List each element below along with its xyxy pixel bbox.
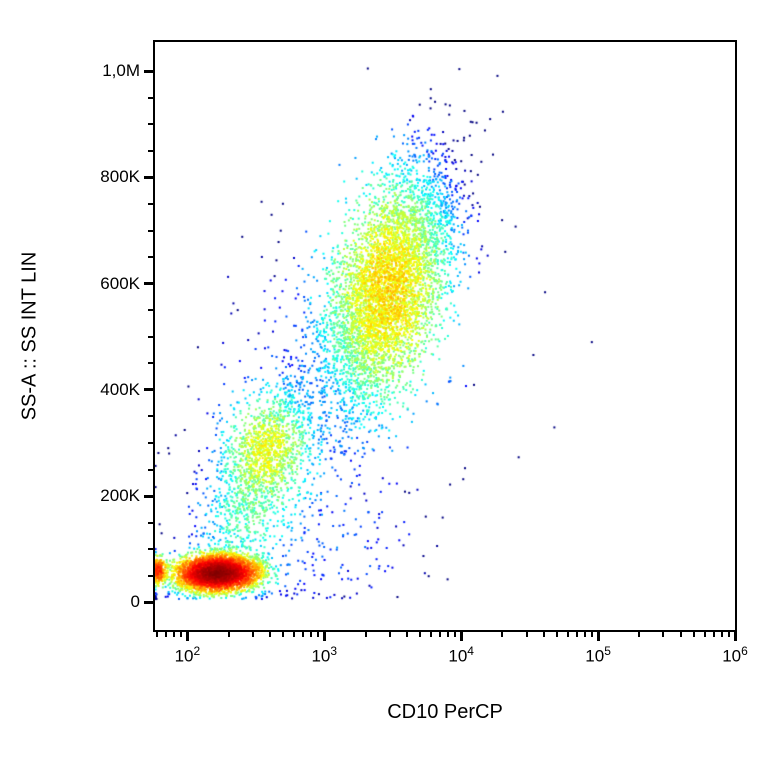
y-major-tick: [144, 388, 153, 392]
y-minor-tick: [148, 149, 153, 152]
x-minor-tick: [525, 632, 528, 637]
x-major-tick: [733, 632, 737, 641]
x-minor-tick: [583, 632, 586, 637]
y-tick-label: 1,0M: [102, 61, 140, 81]
x-tick-label: 103: [311, 644, 338, 666]
x-minor-tick: [388, 632, 391, 637]
x-minor-tick: [282, 632, 285, 637]
x-minor-tick: [173, 632, 176, 637]
x-minor-tick: [638, 632, 641, 637]
x-tick-label: 106: [722, 644, 748, 666]
y-minor-tick: [148, 229, 153, 232]
y-minor-tick: [148, 335, 153, 338]
x-minor-tick: [692, 632, 695, 637]
y-minor-tick: [148, 415, 153, 418]
x-axis-label: CD10 PerCP: [387, 701, 503, 723]
x-minor-tick: [438, 632, 441, 637]
x-minor-tick: [251, 632, 254, 637]
y-major-tick: [144, 175, 153, 179]
x-minor-tick: [292, 632, 295, 637]
x-major-tick: [322, 632, 326, 641]
y-tick-label: 0: [130, 592, 140, 612]
x-minor-tick: [268, 632, 271, 637]
x-minor-tick: [317, 632, 320, 637]
y-minor-tick: [148, 203, 153, 205]
y-major-tick: [144, 69, 153, 73]
x-minor-tick: [453, 632, 456, 637]
x-minor-tick: [590, 632, 593, 637]
y-tick-label: 200K: [100, 486, 140, 506]
x-minor-tick: [720, 632, 723, 637]
y-minor-tick: [148, 468, 153, 471]
x-minor-tick: [405, 632, 408, 637]
y-minor-tick: [148, 574, 153, 577]
x-tick-label: 104: [448, 644, 474, 666]
x-tick-label: 102: [174, 644, 201, 666]
y-major-tick: [144, 494, 153, 498]
x-minor-tick: [446, 632, 449, 637]
y-minor-tick: [148, 123, 153, 126]
x-minor-tick: [180, 632, 183, 637]
x-minor-tick: [165, 632, 168, 637]
y-minor-tick: [148, 96, 153, 99]
x-minor-tick: [227, 632, 230, 637]
x-minor-tick: [310, 632, 313, 637]
x-major-tick: [596, 632, 600, 641]
y-tick-label: 400K: [100, 379, 140, 399]
y-minor-tick: [148, 442, 153, 445]
x-minor-tick: [575, 632, 578, 637]
x-minor-tick: [418, 632, 421, 637]
x-major-tick: [185, 632, 189, 641]
x-minor-tick: [712, 632, 715, 637]
x-minor-tick: [542, 632, 545, 637]
x-minor-tick: [429, 632, 432, 637]
x-minor-tick: [364, 632, 367, 637]
x-minor-tick: [501, 632, 504, 637]
x-minor-tick: [566, 632, 569, 637]
y-minor-tick: [148, 256, 153, 259]
x-minor-tick: [662, 632, 665, 637]
y-tick-label: 600K: [100, 273, 140, 293]
x-minor-tick: [555, 632, 558, 637]
y-minor-tick: [148, 309, 153, 312]
x-minor-tick: [302, 632, 305, 637]
x-minor-tick: [703, 632, 706, 637]
x-minor-tick: [679, 632, 682, 637]
x-tick-label: 105: [585, 644, 611, 666]
plot-frame: [153, 40, 737, 632]
y-minor-tick: [148, 521, 153, 524]
y-major-tick: [144, 600, 153, 604]
scatter-canvas: [155, 42, 735, 630]
y-minor-tick: [148, 548, 153, 551]
x-major-tick: [459, 632, 463, 641]
y-minor-tick: [148, 362, 153, 365]
x-minor-tick: [727, 632, 730, 637]
x-minor-tick: [156, 632, 159, 637]
y-tick-label: 800K: [100, 167, 140, 187]
y-major-tick: [144, 282, 153, 286]
